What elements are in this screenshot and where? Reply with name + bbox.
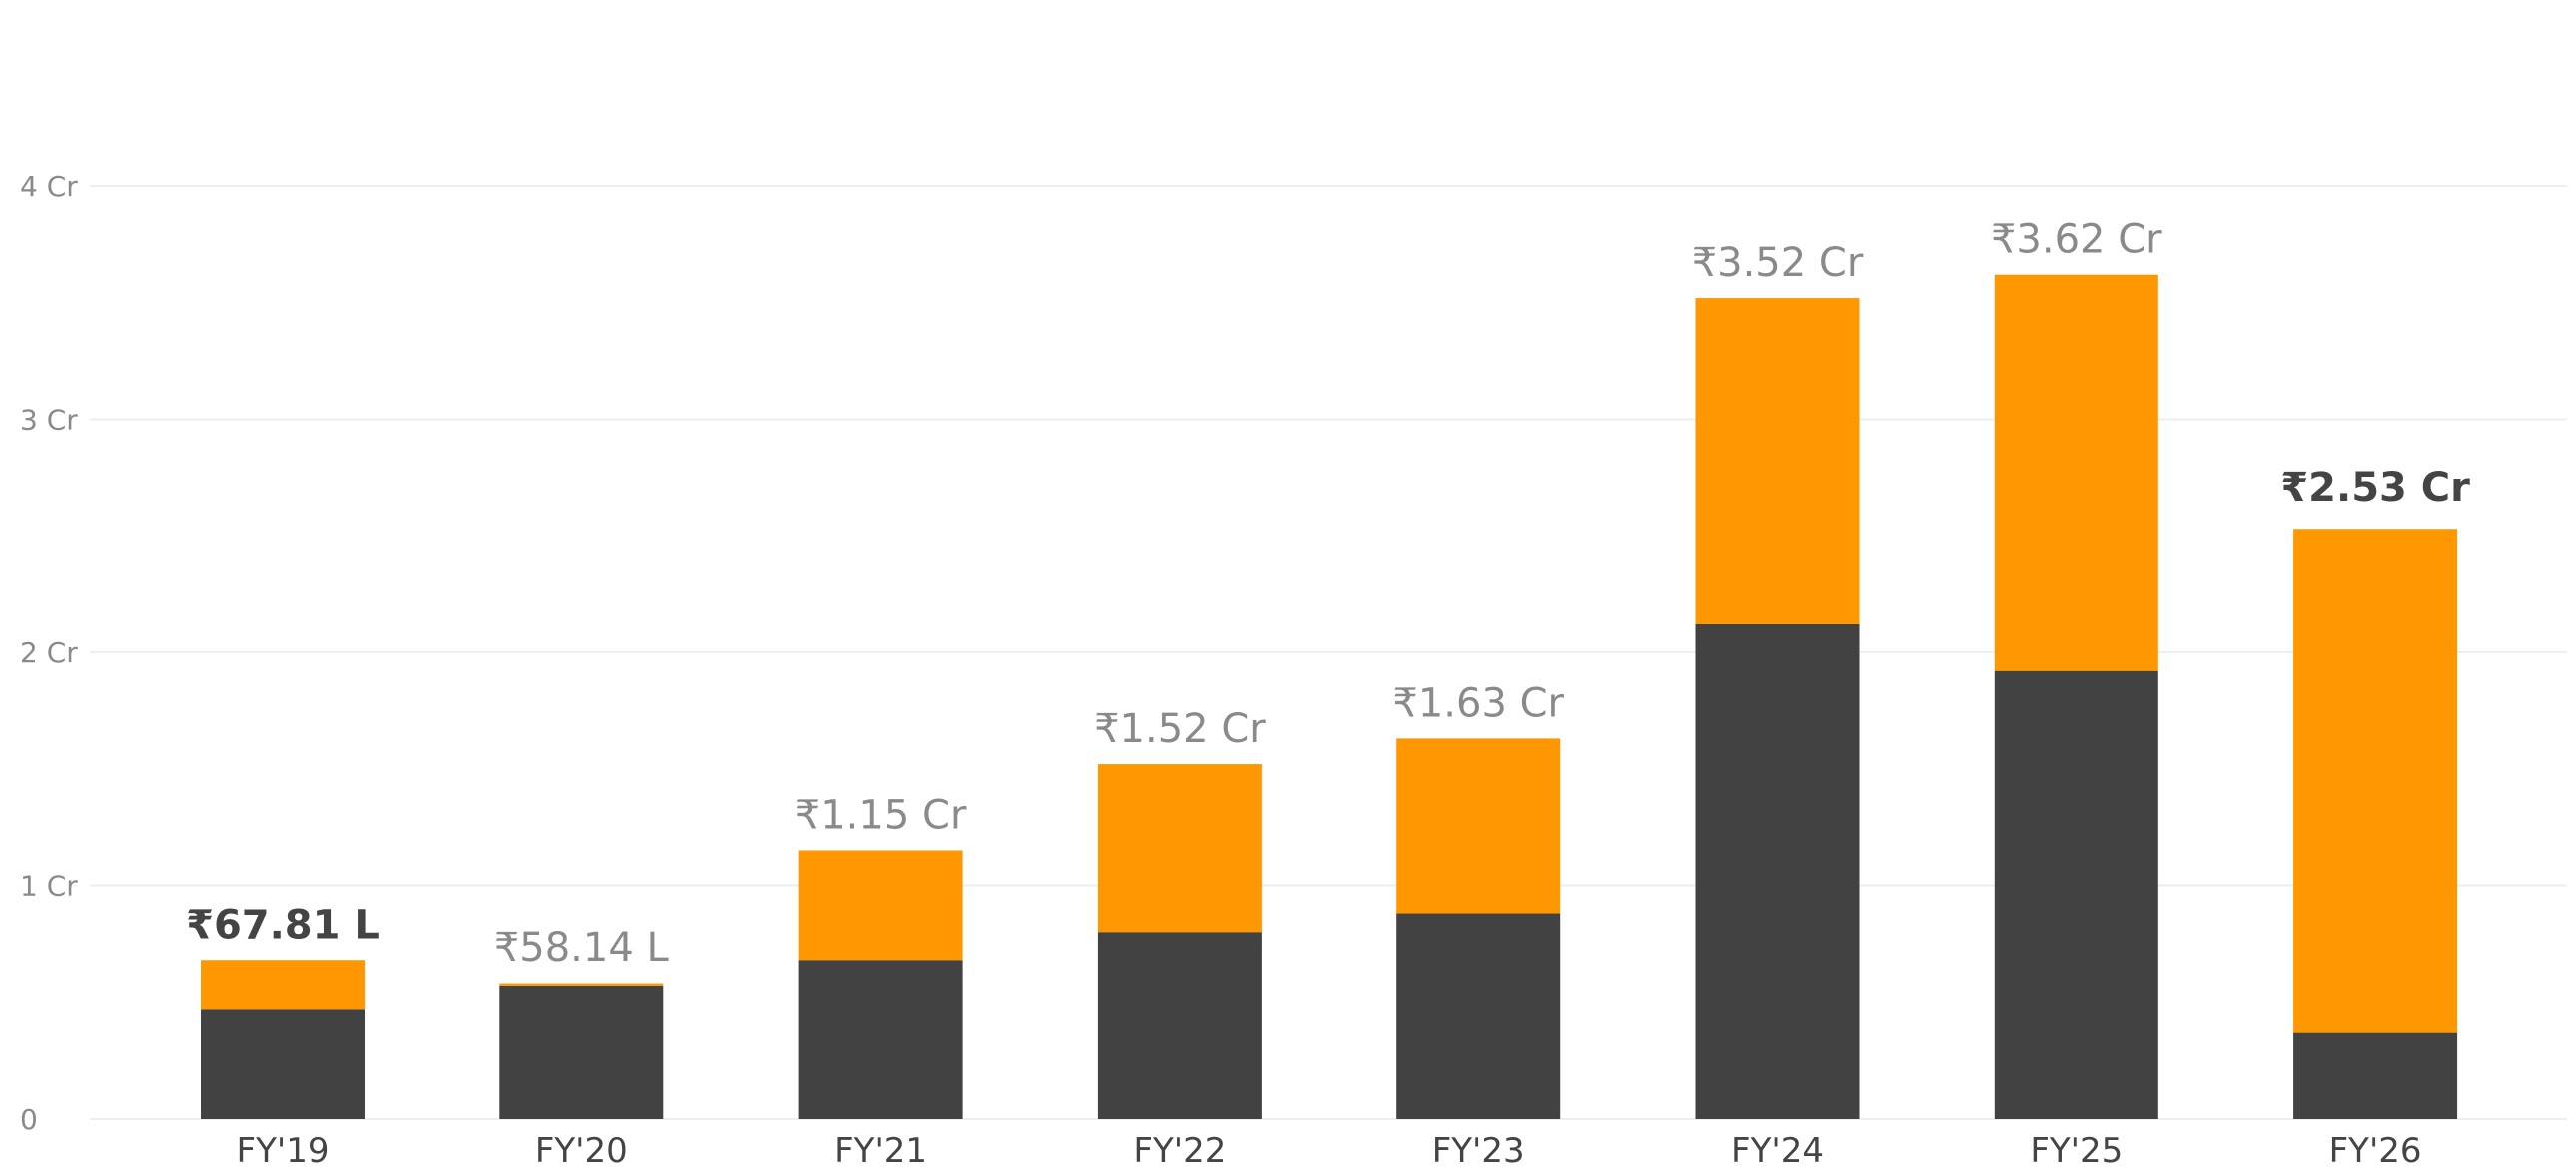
x-tick-label-6: FY'25 xyxy=(2030,1131,2123,1171)
bar-segment-1-0 xyxy=(201,960,365,1010)
bars-layer xyxy=(201,274,2458,1119)
bar-segment-1-2 xyxy=(798,850,963,961)
y-tick-label-2: 2 Cr xyxy=(20,636,78,669)
bar-total-label-6: ₹3.62 Cr xyxy=(1991,217,2162,263)
bar-total-label-3: ₹1.52 Cr xyxy=(1094,706,1266,752)
y-tick-label-4: 4 Cr xyxy=(20,170,78,203)
x-tick-label-4: FY'23 xyxy=(1432,1131,1525,1171)
bar-total-label-5: ₹3.52 Cr xyxy=(1692,240,1864,286)
bar-segment-0-3 xyxy=(1097,932,1262,1119)
bar-total-label-7: ₹2.53 Cr xyxy=(2280,465,2470,511)
bar-total-label-2: ₹1.15 Cr xyxy=(795,792,967,838)
y-tick-label-0: 0 xyxy=(20,1103,38,1136)
bar-total-label-4: ₹1.63 Cr xyxy=(1392,680,1564,726)
bar-segment-1-1 xyxy=(499,983,664,986)
y-axis: 0 1 Cr 2 Cr 3 Cr 4 Cr xyxy=(20,170,78,1136)
bar-segment-0-6 xyxy=(1994,670,2158,1119)
x-tick-label-2: FY'21 xyxy=(834,1131,927,1171)
bar-segment-1-4 xyxy=(1396,738,1561,914)
bar-segment-1-7 xyxy=(2293,529,2458,1033)
y-tick-label-1: 1 Cr xyxy=(20,870,78,903)
total-labels-layer: ₹67.81 L ₹58.14 L ₹1.15 Cr ₹1.52 Cr ₹1.63 Cr… xyxy=(186,217,2470,972)
x-tick-label-0: FY'19 xyxy=(237,1131,330,1171)
grid-layer xyxy=(90,185,2567,1120)
y-tick-label-3: 3 Cr xyxy=(20,404,78,437)
bar-segment-1-3 xyxy=(1097,764,1262,933)
bar-segment-0-4 xyxy=(1396,913,1561,1119)
bar-segment-0-7 xyxy=(2293,1032,2458,1119)
bar-segment-0-1 xyxy=(499,985,664,1119)
bar-segment-0-0 xyxy=(201,1009,365,1119)
x-tick-label-1: FY'20 xyxy=(535,1131,628,1171)
bar-total-label-1: ₹58.14 L xyxy=(494,925,670,971)
bar-segment-0-2 xyxy=(798,960,963,1119)
x-tick-label-3: FY'22 xyxy=(1133,1131,1226,1171)
x-tick-label-5: FY'24 xyxy=(1731,1131,1824,1171)
bar-total-label-0: ₹67.81 L xyxy=(186,903,380,949)
x-axis: FY'19 FY'20 FY'21 FY'22 FY'23 FY'24 FY'25 FY'26 xyxy=(237,1131,2422,1171)
bar-segment-1-5 xyxy=(1695,298,1860,624)
x-tick-label-7: FY'26 xyxy=(2329,1131,2422,1171)
bar-segment-1-6 xyxy=(1994,274,2158,671)
bar-segment-0-5 xyxy=(1695,623,1860,1119)
